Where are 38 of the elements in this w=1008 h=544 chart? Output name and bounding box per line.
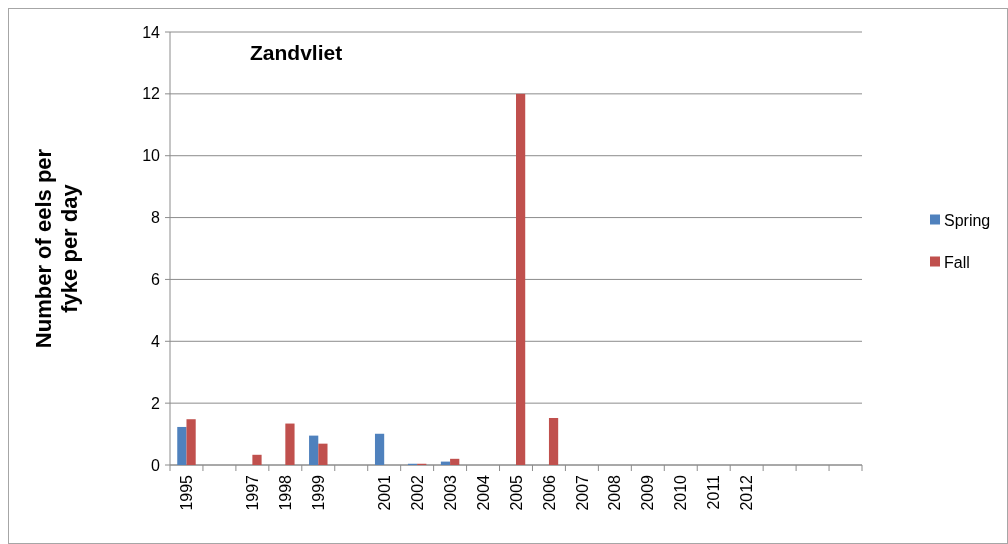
bar xyxy=(177,426,187,465)
x-tick-label: 2001 xyxy=(375,474,393,511)
bar xyxy=(285,423,295,465)
y-tick-label: 10 xyxy=(142,147,161,165)
x-tick-label: 1997 xyxy=(243,474,261,511)
bar xyxy=(186,419,196,465)
y-axis-title: Number of eels per fyke per day xyxy=(30,148,83,349)
x-tick-label: 2006 xyxy=(540,474,558,511)
x-tick-label: 1999 xyxy=(309,474,327,511)
y-tick-label: 4 xyxy=(151,332,161,350)
x-tick-label: 2004 xyxy=(474,474,492,511)
x-tick-label: 1998 xyxy=(276,474,294,511)
bar xyxy=(374,433,385,465)
x-tick-label: 1995 xyxy=(178,474,196,511)
bar xyxy=(252,454,262,465)
x-tick-label: 2010 xyxy=(672,474,690,511)
y-tick-label: 2 xyxy=(151,394,161,412)
bar xyxy=(548,417,559,465)
bar xyxy=(309,435,319,465)
bar xyxy=(318,443,328,465)
y-tick-label: 8 xyxy=(151,209,161,227)
x-tick-label: 2007 xyxy=(573,474,591,511)
y-tick-label: 6 xyxy=(151,271,161,289)
y-tick-label: 14 xyxy=(142,23,161,41)
chart-title: Zandvliet xyxy=(250,41,343,64)
bar xyxy=(516,93,526,465)
bar xyxy=(450,458,460,465)
x-tick-label: 2012 xyxy=(738,474,756,511)
x-tick-label: 2008 xyxy=(606,474,624,511)
x-tick-label: 2005 xyxy=(507,474,525,511)
y-tick-label: 12 xyxy=(142,85,161,103)
legend-label: Spring xyxy=(944,212,991,230)
legend-label: Fall xyxy=(944,254,970,272)
y-tick-label: 0 xyxy=(151,456,161,474)
x-tick-label: 2003 xyxy=(441,474,459,511)
x-tick-label: 2009 xyxy=(639,474,657,511)
x-tick-label: 2011 xyxy=(705,474,723,510)
x-tick-label: 2002 xyxy=(408,474,426,511)
